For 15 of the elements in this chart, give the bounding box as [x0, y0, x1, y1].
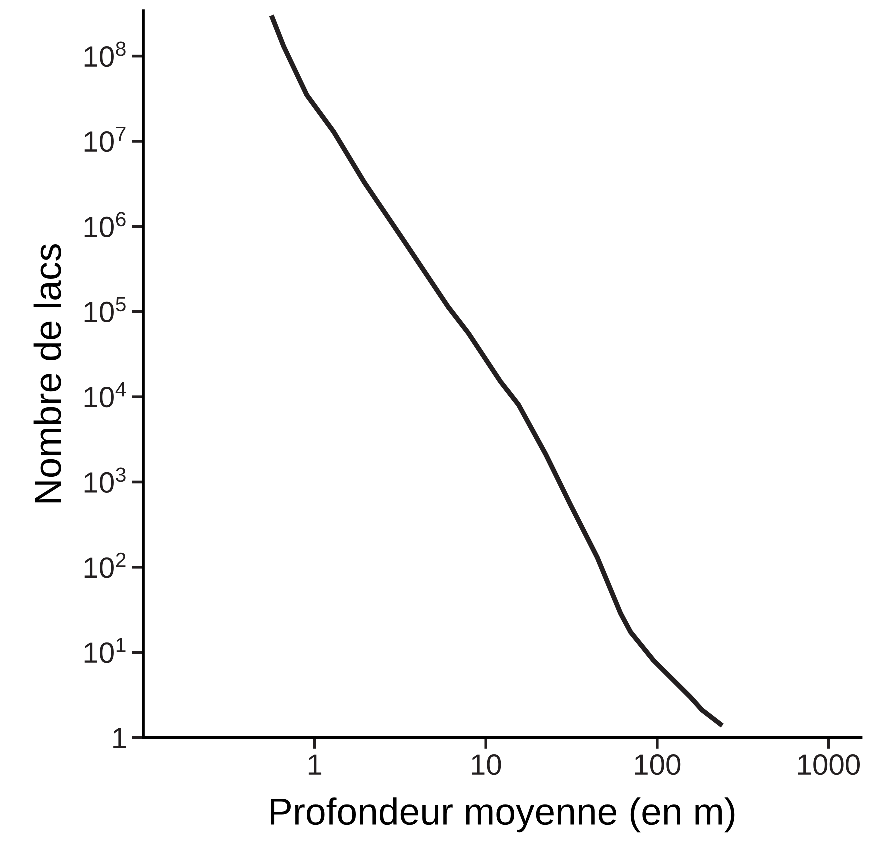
x-tick-label: 1000 — [798, 754, 860, 776]
x-tick-label: 100 — [635, 754, 681, 776]
y-tick-label: 10$^{4}$ — [84, 382, 126, 408]
y-tick-label: 10$^{3}$ — [84, 468, 126, 494]
x-tick-label: 1 — [308, 754, 322, 775]
y-axis-title: Nombre de lacs — [34, 244, 62, 503]
y-tick-label: 10$^{8}$ — [84, 42, 126, 68]
x-axis-title: Profondeur moyenne (en m) — [271, 798, 735, 833]
y-tick-label: 10$^{1}$ — [84, 638, 126, 664]
y-tick-label: 10$^{5}$ — [84, 297, 126, 322]
y-tick-label: 10$^{2}$ — [84, 552, 126, 578]
y-tick-label: 1 — [114, 728, 126, 748]
y-tick-label: 10$^{7}$ — [84, 126, 126, 152]
y-tick-label: 10$^{6}$ — [84, 212, 126, 238]
x-tick-label: 10 — [472, 754, 502, 776]
